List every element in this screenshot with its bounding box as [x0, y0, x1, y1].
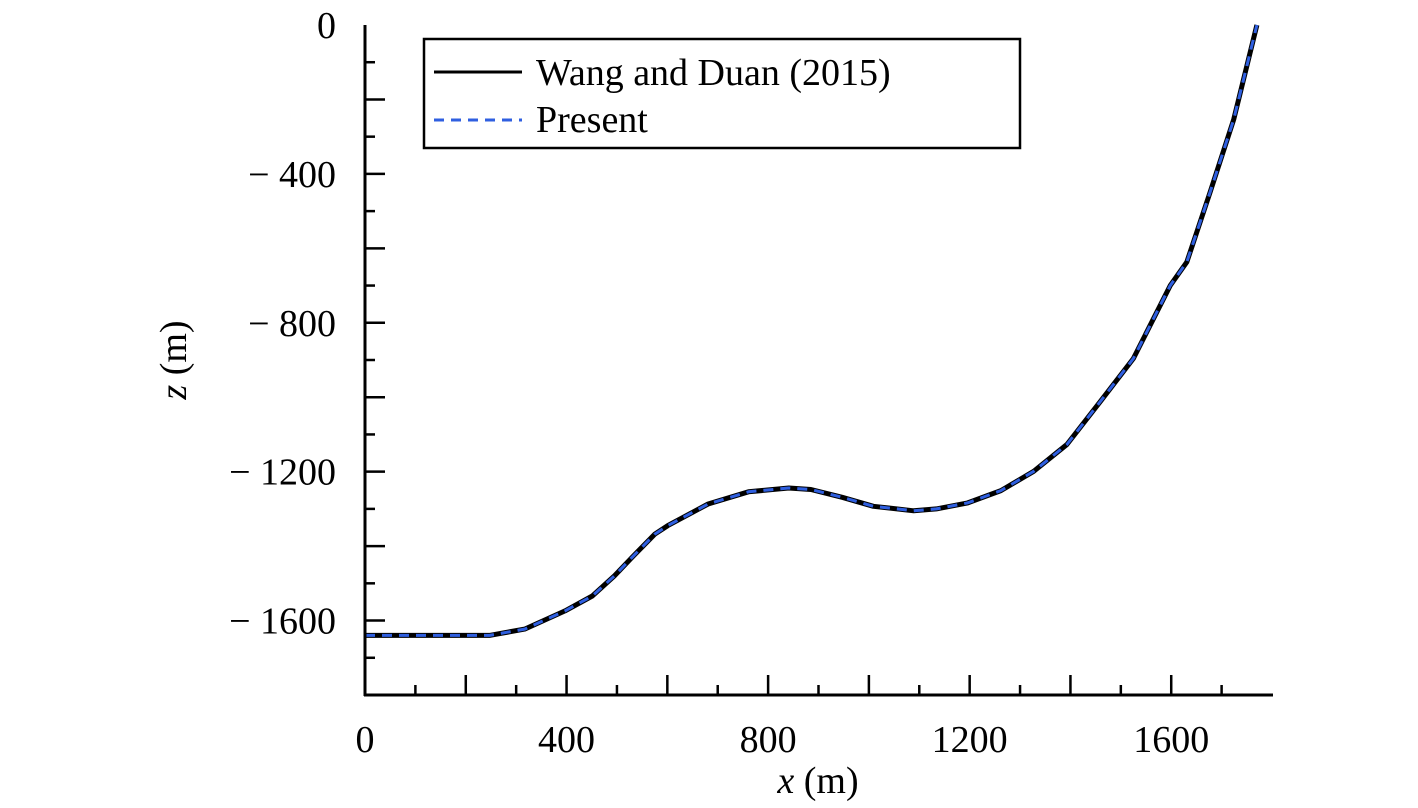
- legend-label-present: Present: [536, 99, 648, 141]
- x-tick-label: 800: [740, 719, 797, 761]
- y-axis-label: z (m): [153, 320, 195, 400]
- y-tick-label: 0: [317, 5, 336, 47]
- x-tick-label: 400: [538, 719, 595, 761]
- y-tick-label: − 1200: [229, 452, 336, 494]
- y-tick-labels: 0 − 400 − 800 − 1200 − 1600: [229, 5, 336, 643]
- legend-label-wang-duan: Wang and Duan (2015): [536, 52, 891, 94]
- x-tick-labels: 0 400 800 1200 1600: [356, 719, 1210, 761]
- axis-ticks: [365, 60, 1223, 695]
- series-group: [365, 24, 1260, 638]
- series-line-wang-duan: [365, 24, 1260, 638]
- legend: Wang and Duan (2015) Present: [422, 37, 1022, 150]
- x-tick-label: 1200: [932, 719, 1008, 761]
- x-tick-label: 0: [356, 719, 375, 761]
- x-axis-label: x (m): [776, 760, 858, 802]
- y-tick-label: − 800: [248, 303, 336, 345]
- y-tick-label: − 1600: [229, 601, 336, 643]
- x-tick-label: 1600: [1133, 719, 1209, 761]
- legend-box: [422, 37, 1022, 150]
- y-tick-label: − 400: [248, 154, 336, 196]
